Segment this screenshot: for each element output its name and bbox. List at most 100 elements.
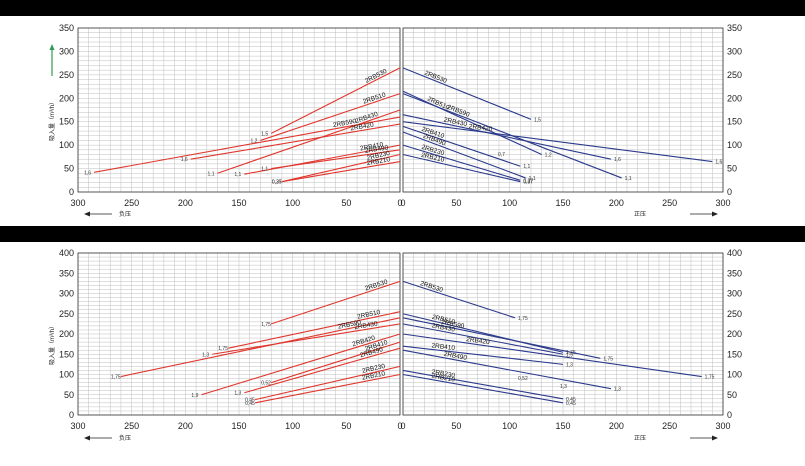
x-tick-label: 250 bbox=[124, 421, 139, 431]
x-tick-label: 0 bbox=[400, 198, 405, 208]
series-2RB590-right: 1,75 2RB590 bbox=[402, 317, 613, 362]
series-2RB430-right: 1,6 2RB430 bbox=[402, 114, 621, 163]
y-tick-label: 300 bbox=[59, 46, 74, 56]
x-axis-name-left: 负压 bbox=[84, 210, 131, 218]
series-line bbox=[281, 161, 401, 183]
end-value-label: 1,3 bbox=[234, 391, 241, 397]
y-tick-label: 250 bbox=[59, 70, 74, 80]
x-tick-label: 100 bbox=[285, 421, 300, 431]
series-2RB420-right: 1,75 2RB420 bbox=[402, 333, 715, 381]
end-value-label: 1,6 bbox=[84, 170, 91, 176]
series-line bbox=[244, 144, 401, 175]
end-value-label: 0,25 bbox=[272, 180, 282, 186]
y-tick-label: 250 bbox=[59, 309, 74, 319]
y-tick-label: 0 bbox=[727, 410, 732, 420]
y-tick-label: 350 bbox=[59, 23, 74, 33]
series-line bbox=[402, 153, 521, 183]
end-value-label: 0,37 bbox=[523, 178, 533, 184]
x-tick-label: 50 bbox=[341, 198, 351, 208]
x-tick-label: 300 bbox=[715, 421, 730, 431]
series-line bbox=[402, 323, 564, 355]
series-name-label: 2RB490 bbox=[364, 145, 389, 155]
x-tick-label: 200 bbox=[178, 421, 193, 431]
y-tick-label: 250 bbox=[727, 309, 742, 319]
x-tick-label: 300 bbox=[70, 421, 85, 431]
end-value-label: 0,37 bbox=[523, 180, 533, 186]
chart-1: 300 250 200 150 100 50 0负压1,52RB5301,22RB5101,… bbox=[49, 23, 742, 218]
end-value-label: 1,75 bbox=[603, 356, 613, 362]
extra-annotation-label: 1,3 bbox=[560, 384, 567, 390]
y-tick-label: 350 bbox=[727, 268, 742, 278]
series-line bbox=[271, 341, 401, 384]
x-tick-label: 150 bbox=[555, 421, 570, 431]
series-line bbox=[94, 116, 401, 173]
y-tick-label: 400 bbox=[59, 248, 74, 258]
x-tick-label: 50 bbox=[451, 198, 461, 208]
end-value-label: 1,2 bbox=[545, 153, 552, 159]
series-2RB490-left: 1,1 2RB490 bbox=[261, 145, 401, 173]
series-line bbox=[254, 365, 401, 401]
x-axis-name-right: 正压 bbox=[634, 211, 718, 218]
end-value-label: 1,1 bbox=[208, 171, 215, 177]
end-value-label: 1,5 bbox=[534, 117, 541, 123]
right-panel: 0 50 100 150 200 250 300正压1,752RB5301,752RB510… bbox=[400, 252, 731, 442]
end-value-label: 0,45 bbox=[566, 401, 576, 407]
end-value-label: 1,3 bbox=[202, 352, 209, 358]
end-value-label: 1,1 bbox=[523, 164, 530, 170]
left-panel: 300 250 200 150 100 50 0负压1,752RB5301,752RB510… bbox=[70, 252, 403, 442]
series-name-label: 2RB510 bbox=[357, 309, 382, 321]
arrow-head-right-icon bbox=[712, 435, 718, 441]
x-tick-label: 50 bbox=[451, 421, 461, 431]
x-tick-label: 200 bbox=[178, 198, 193, 208]
series-2RB210-left: 0,25 2RB210 bbox=[272, 156, 401, 186]
arrow-head-left-icon bbox=[84, 211, 90, 217]
end-value-label: 1,9 bbox=[191, 393, 198, 399]
series-name-label: 2RB530 bbox=[419, 280, 444, 294]
end-value-label: 0,45 bbox=[245, 398, 255, 404]
series-line bbox=[402, 121, 713, 163]
x-tick-label: 200 bbox=[609, 198, 624, 208]
y-tick-label: 0 bbox=[69, 187, 74, 197]
series-line bbox=[402, 144, 521, 181]
end-value-label: 1,75 bbox=[566, 350, 576, 356]
x-tick-label: 300 bbox=[70, 198, 85, 208]
series-name-label: 2RB590 bbox=[337, 319, 362, 331]
end-value-label: 1,3 bbox=[614, 387, 621, 393]
end-value-label: 0,37 bbox=[272, 180, 282, 186]
series-name-label: 2RB590 bbox=[440, 319, 465, 331]
series-name-label: 2RB420 bbox=[350, 121, 375, 132]
y-tick-label: 200 bbox=[727, 93, 742, 103]
series-name-label: 2RB590 bbox=[332, 118, 357, 129]
end-value-label: 1,6 bbox=[181, 157, 188, 163]
end-value-label: 0,45 bbox=[245, 401, 255, 407]
series-name-label: 2RB430 bbox=[431, 322, 456, 333]
middle-black-band bbox=[0, 226, 805, 242]
up-arrow-icon bbox=[49, 44, 55, 50]
y-tick-label: 150 bbox=[59, 349, 74, 359]
y-tick-label: 300 bbox=[727, 46, 742, 56]
x-tick-label: 100 bbox=[502, 198, 517, 208]
extra-annotation-label: 0,7 bbox=[498, 152, 505, 158]
series-2RB430-left: 1,3 2RB430 bbox=[202, 320, 401, 358]
extra-annotation-label: 0,52 bbox=[518, 376, 528, 382]
series-line bbox=[270, 67, 401, 134]
end-value-label: 1,75 bbox=[261, 322, 271, 328]
series-2RB210-right: 0,45 2RB210 bbox=[402, 373, 576, 407]
y-axis-label: 吸入量（m³/h） bbox=[49, 323, 56, 365]
y-tick-label: 50 bbox=[727, 164, 737, 174]
end-value-label: 0,45 bbox=[566, 397, 576, 403]
series-name-label: 2RB490 bbox=[359, 346, 384, 359]
series-line bbox=[120, 317, 401, 378]
y-tick-label: 250 bbox=[727, 70, 742, 80]
right-panel: 0 50 100 150 200 250 300正压1,52RB5301,22RB5101,… bbox=[400, 27, 731, 218]
series-line bbox=[402, 373, 564, 404]
series-name-label: 2RB490 bbox=[443, 351, 468, 362]
end-value-label: 1,75 bbox=[518, 316, 528, 322]
series-2RB590-left: 1,6 2RB590 bbox=[84, 116, 401, 176]
series-name-label: 2RB210 bbox=[361, 370, 386, 381]
x-tick-label: 200 bbox=[609, 421, 624, 431]
y-axis-label: 吸入量（m³/h） bbox=[49, 99, 56, 141]
x-tick-label: 250 bbox=[124, 198, 139, 208]
x-tick-label: 150 bbox=[231, 421, 246, 431]
